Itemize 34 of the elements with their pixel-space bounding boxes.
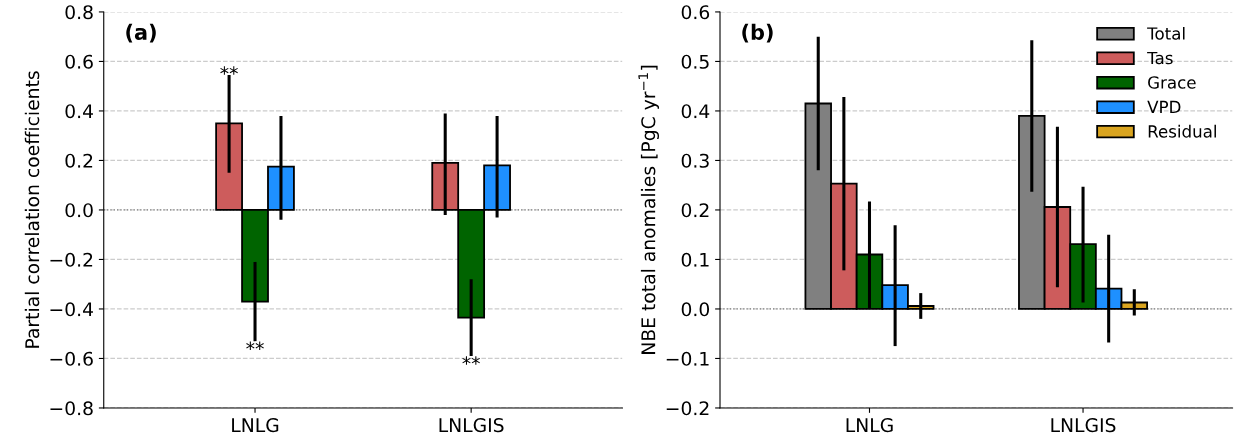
legend-label: VPD — [1147, 100, 1181, 113]
y-tick-label: −0.4 — [50, 302, 93, 317]
y-tick-label: −0.6 — [50, 351, 93, 366]
y-tick-label: 0.5 — [681, 54, 709, 69]
y-axis-title: NBE total anomalies [PgC yr$^{−1}$] — [638, 65, 660, 354]
text: (a) — [126, 23, 156, 43]
y-tick-label: −0.8 — [50, 401, 93, 416]
y-tick-label: 0.0 — [681, 302, 710, 317]
y-tick-label: 0.0 — [65, 203, 93, 218]
y-tick-label: −0.2 — [50, 252, 93, 267]
legend-label: Tas — [1147, 51, 1173, 65]
y-tick-label: 0.2 — [681, 203, 709, 218]
y-tick-label: 0.1 — [681, 252, 709, 267]
y-tick-label: 0.3 — [681, 153, 709, 168]
x-tick-label: LNLG — [846, 418, 893, 433]
y-tick-label: −0.2 — [666, 401, 709, 416]
y-axis-title: Partial correlation coefficients — [24, 71, 40, 348]
y-tick-label: 0.4 — [681, 104, 710, 119]
legend-label: Residual — [1148, 124, 1216, 138]
text: (b) — [742, 23, 773, 43]
y-tick-label: 0.2 — [65, 153, 93, 168]
x-tick-label: LNLGIS — [439, 418, 504, 433]
y-tick-label: 0.6 — [65, 54, 93, 69]
y-tick-label: 0.6 — [681, 5, 710, 20]
x-tick-label: LNLG — [232, 418, 279, 433]
x-tick-label: LNLGIS — [1051, 418, 1116, 433]
y-tick-label: −0.1 — [666, 351, 709, 366]
annotation: ** — [246, 341, 264, 351]
annotation: ** — [220, 66, 238, 75]
annotation: ** — [462, 356, 480, 365]
legend-label: Grace — [1148, 76, 1196, 89]
legend-label: Total — [1147, 26, 1185, 40]
y-tick-label: 0.8 — [65, 5, 93, 20]
y-tick-label: 0.4 — [65, 104, 93, 119]
